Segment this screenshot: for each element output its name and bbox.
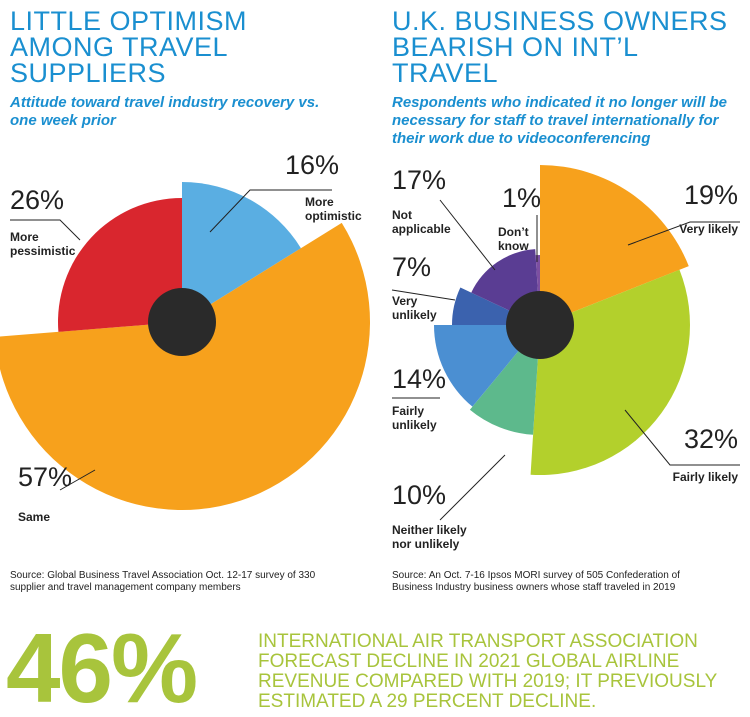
leader-line [439, 454, 506, 521]
leader-line [624, 409, 740, 466]
source: Source: Global Business Travel Associati… [10, 570, 316, 593]
leader-line [439, 199, 496, 271]
category-label: Same [18, 510, 51, 524]
chart-title: LITTLE OPTIMISM AMONG TRAVEL SUPPLIERS [10, 6, 248, 88]
leader-line [10, 219, 81, 241]
category-label: Fairly likely [672, 470, 738, 484]
category-label: Very unlikely [392, 294, 437, 322]
value-label: 32% [683, 424, 738, 454]
pie-slice [0, 222, 370, 510]
value-label: 57% [18, 462, 73, 492]
callout-figure: 46% [6, 613, 198, 717]
category-label: Neither likely nor unlikely [392, 523, 467, 551]
category-label: Not applicable [392, 208, 451, 236]
pie-slice [182, 182, 301, 322]
category-label: More pessimistic [10, 230, 76, 258]
value-label: 7% [392, 252, 432, 282]
leader-line [627, 221, 740, 246]
category-label: More optimistic [305, 195, 362, 223]
leader-line [209, 189, 332, 233]
value-label: 10% [392, 480, 447, 510]
source: Source: An Oct. 7-16 Ipsos MORI survey o… [392, 570, 680, 593]
center-hole [148, 288, 216, 356]
callout-text: INTERNATIONAL AIR TRANSPORT ASSOCIATION … [258, 631, 717, 712]
leader-line [391, 289, 456, 301]
center-hole [506, 291, 574, 359]
value-label: 19% [683, 180, 738, 210]
value-label: 16% [285, 150, 340, 180]
value-label: 26% [10, 185, 65, 215]
chart-subtitle: Attitude toward travel industry recovery… [10, 94, 320, 129]
chart-subtitle: Respondents who indicated it no longer w… [392, 94, 728, 147]
pie-slice [540, 165, 689, 325]
category-label: Fairly unlikely [392, 404, 437, 432]
value-label: 14% [392, 364, 447, 394]
category-label: Don’t know [498, 225, 529, 253]
value-label: 17% [392, 165, 447, 195]
category-label: Very likely [679, 222, 738, 236]
chart-title: U.K. BUSINESS OWNERS BEARISH ON INT’L TR… [392, 6, 728, 88]
pie-slice [57, 198, 182, 332]
leader-line [59, 469, 96, 491]
value-label: 1% [502, 183, 542, 213]
